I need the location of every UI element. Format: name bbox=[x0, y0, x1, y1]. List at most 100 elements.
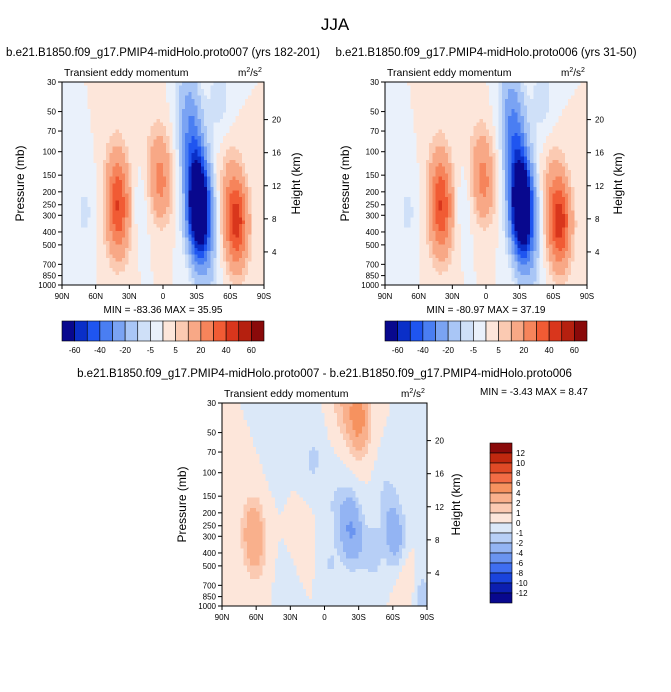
colorbar-swatch bbox=[251, 320, 265, 342]
panel-p2: b.e21.B1850.f09_g17.PMIP4-midHolo.proto0… bbox=[335, 47, 636, 316]
colorbar-swatch bbox=[510, 320, 525, 342]
y-tick-label: 200 bbox=[43, 188, 57, 197]
y-tick-label: 300 bbox=[366, 211, 380, 220]
y2-axis-label: Height (km) bbox=[611, 152, 625, 214]
y-axis-label: Pressure (mb) bbox=[175, 466, 189, 542]
colorbar-label: 6 bbox=[516, 479, 521, 488]
x-tick-label: 30S bbox=[190, 292, 204, 301]
colorbar-swatch bbox=[489, 522, 513, 534]
y-tick-label: 200 bbox=[366, 188, 380, 197]
panel-p3: b.e21.B1850.f09_g17.PMIP4-midHolo.proto0… bbox=[77, 368, 588, 622]
y-tick-label: 1000 bbox=[38, 281, 56, 290]
colorbar-label: 40 bbox=[222, 346, 231, 355]
panel-subtitle: Transient eddy momentum bbox=[387, 67, 512, 79]
y2-tick-label: 16 bbox=[435, 470, 444, 479]
x-tick-label: 30S bbox=[513, 292, 527, 301]
colorbar-label: -40 bbox=[417, 346, 429, 355]
y-tick-label: 500 bbox=[366, 241, 380, 250]
colorbar-swatch bbox=[489, 582, 513, 594]
unit-label: m2/s2 bbox=[561, 67, 585, 79]
y-tick-label: 500 bbox=[203, 562, 217, 571]
colorbar-swatch bbox=[548, 320, 563, 342]
y-tick-label: 700 bbox=[43, 260, 57, 269]
y-tick-label: 1000 bbox=[361, 281, 379, 290]
x-tick-label: 60N bbox=[411, 292, 426, 301]
panel-title: b.e21.B1850.f09_g17.PMIP4-midHolo.proto0… bbox=[6, 47, 320, 59]
y2-tick-label: 8 bbox=[595, 215, 600, 224]
y-tick-label: 700 bbox=[203, 581, 217, 590]
x-tick-label: 90S bbox=[580, 292, 594, 301]
y-tick-label: 100 bbox=[43, 148, 57, 157]
unit-label: m2/s2 bbox=[401, 388, 425, 400]
y-tick-label: 850 bbox=[43, 272, 57, 281]
colorbar-swatch bbox=[150, 320, 164, 342]
colorbar-swatch bbox=[435, 320, 449, 342]
y-tick-label: 50 bbox=[207, 429, 216, 438]
min-max-label: MIN = -3.43 MAX = 8.47 bbox=[480, 387, 588, 398]
y-tick-label: 200 bbox=[203, 509, 217, 518]
colorbar-swatch bbox=[187, 320, 202, 342]
y2-tick-label: 20 bbox=[272, 116, 281, 125]
colorbar-label: 60 bbox=[247, 346, 256, 355]
colorbar-label: 5 bbox=[173, 346, 178, 355]
y2-tick-label: 12 bbox=[435, 503, 444, 512]
y-tick-label: 850 bbox=[366, 272, 380, 281]
y-tick-label: 70 bbox=[370, 127, 379, 136]
y-tick-label: 850 bbox=[203, 593, 217, 602]
panel-p1: b.e21.B1850.f09_g17.PMIP4-midHolo.proto0… bbox=[6, 47, 320, 316]
colorbar-swatch bbox=[61, 320, 75, 342]
y2-tick-label: 8 bbox=[272, 215, 277, 224]
x-tick-label: 0 bbox=[161, 292, 166, 301]
colorbar-label: -8 bbox=[516, 569, 524, 578]
colorbar-swatch bbox=[498, 320, 512, 342]
y-tick-label: 250 bbox=[366, 201, 380, 210]
x-tick-label: 90S bbox=[257, 292, 271, 301]
y-tick-label: 150 bbox=[366, 171, 380, 180]
panel-title: b.e21.B1850.f09_g17.PMIP4-midHolo.proto0… bbox=[335, 47, 636, 59]
y2-tick-label: 4 bbox=[435, 569, 440, 578]
y2-tick-label: 4 bbox=[595, 248, 600, 257]
colorbar-swatch bbox=[422, 320, 436, 342]
colorbar-swatch bbox=[489, 442, 513, 454]
colorbar-label: -20 bbox=[442, 346, 454, 355]
colorbar-swatch bbox=[489, 502, 513, 514]
x-tick-label: 60S bbox=[386, 613, 400, 622]
colorbar-top: -60 -40 -20 -5 5 20 40 60 -60 -40 -20 -5 5 20 40 60 bbox=[61, 320, 588, 355]
colorbar-label: 5 bbox=[496, 346, 501, 355]
colorbar-swatch bbox=[447, 320, 462, 342]
colorbar-swatch bbox=[485, 320, 499, 342]
colorbar-horizontal: -60 -40 -20 -5 5 20 40 60 bbox=[61, 320, 265, 355]
colorbar-label: 40 bbox=[545, 346, 554, 355]
colorbar-swatch bbox=[523, 320, 537, 342]
y2-tick-label: 16 bbox=[272, 149, 281, 158]
colorbar-swatch bbox=[489, 572, 513, 584]
colorbar-label: 4 bbox=[516, 489, 521, 498]
x-tick-label: 0 bbox=[484, 292, 489, 301]
colorbar-label: -6 bbox=[516, 559, 524, 568]
colorbar-swatch bbox=[162, 320, 176, 342]
colorbar-label: -12 bbox=[516, 589, 528, 598]
colorbar-swatch bbox=[112, 320, 126, 342]
y2-tick-label: 20 bbox=[595, 116, 604, 125]
colorbar-label: 10 bbox=[516, 459, 525, 468]
min-max-label: MIN = -80.97 MAX = 37.19 bbox=[427, 305, 546, 316]
colorbar-swatch bbox=[489, 552, 513, 564]
x-tick-label: 60N bbox=[88, 292, 103, 301]
colorbar-swatch bbox=[460, 320, 474, 342]
y-tick-label: 50 bbox=[47, 108, 56, 117]
colorbar-label: -2 bbox=[516, 539, 524, 548]
y-tick-label: 70 bbox=[207, 448, 216, 457]
y-tick-label: 500 bbox=[43, 241, 57, 250]
y-tick-label: 250 bbox=[203, 522, 217, 531]
field-p1 bbox=[62, 82, 265, 286]
colorbar-horizontal: -60 -40 -20 -5 5 20 40 60 bbox=[384, 320, 588, 355]
y-tick-label: 150 bbox=[43, 171, 57, 180]
y2-tick-label: 16 bbox=[595, 149, 604, 158]
colorbar-swatch bbox=[200, 320, 214, 342]
colorbar-swatch bbox=[473, 320, 487, 342]
colorbar-label: 20 bbox=[519, 346, 528, 355]
y2-tick-label: 12 bbox=[272, 182, 281, 191]
colorbar-label: -60 bbox=[69, 346, 81, 355]
